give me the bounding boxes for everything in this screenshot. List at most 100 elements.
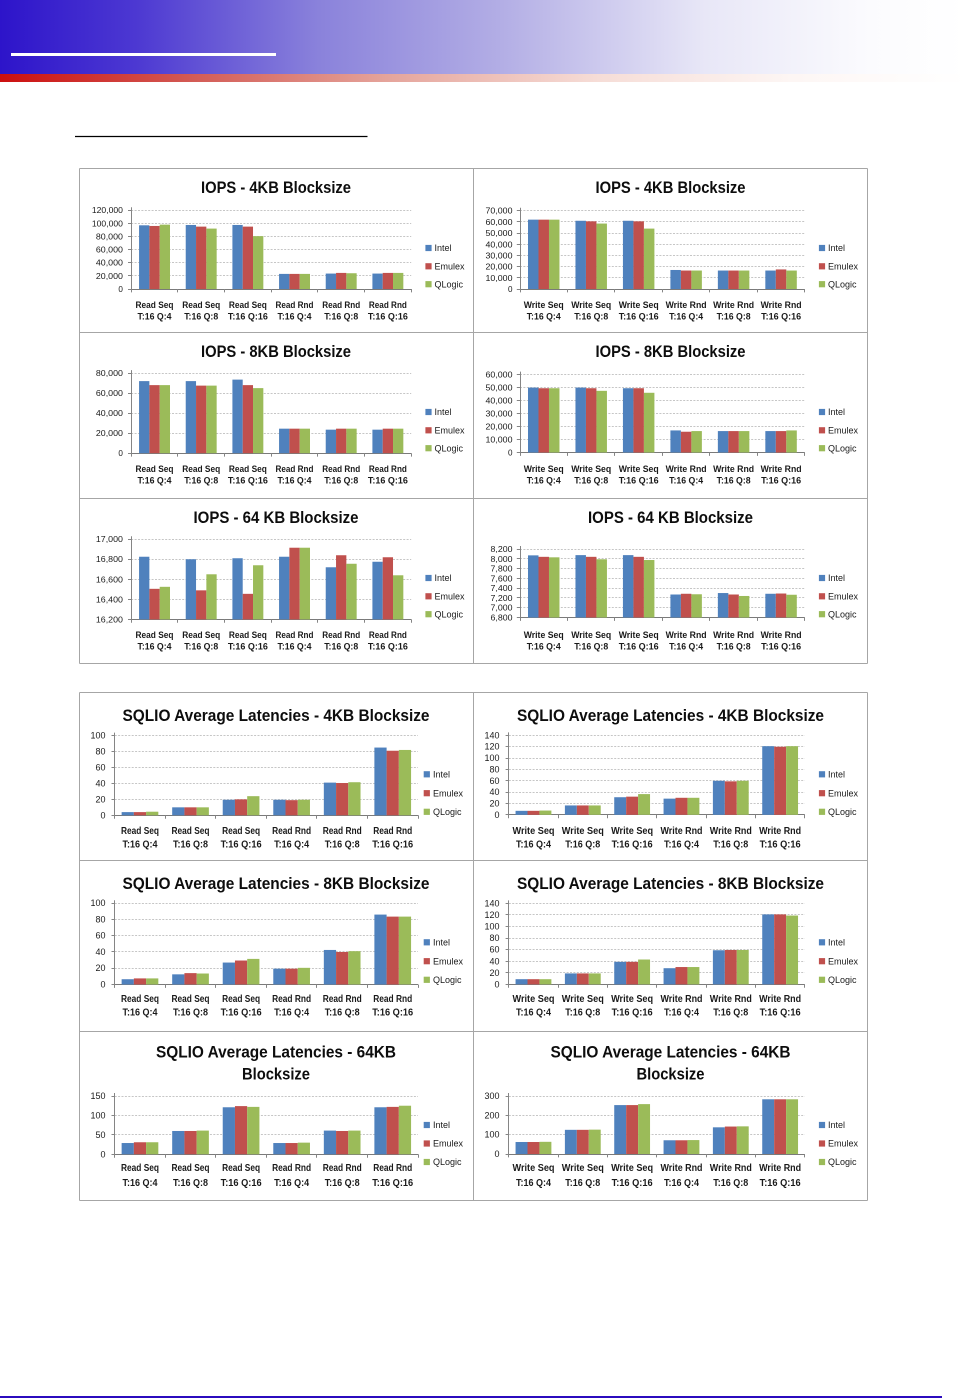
svg-text:Write Rnd: Write Rnd [761, 300, 802, 311]
svg-text:Read Seq: Read Seq [229, 630, 267, 641]
svg-text:Write Seq: Write Seq [571, 300, 611, 311]
svg-text:Intel: Intel [435, 243, 452, 253]
svg-text:Write Seq: Write Seq [571, 630, 611, 641]
svg-text:Write Seq: Write Seq [611, 1163, 653, 1174]
svg-text:10,000: 10,000 [486, 274, 514, 283]
svg-text:Read Rnd: Read Rnd [322, 464, 360, 475]
svg-text:T:16 Q:16: T:16 Q:16 [612, 839, 653, 850]
svg-text:40,000: 40,000 [96, 409, 124, 418]
svg-text:Read Rnd: Read Rnd [276, 630, 314, 641]
svg-text:Read Seq: Read Seq [136, 464, 174, 475]
svg-text:Intel: Intel [435, 407, 452, 417]
svg-text:T:16 Q:8: T:16 Q:8 [325, 1178, 360, 1189]
svg-text:SQLIO Average Latencies - 8KB: SQLIO Average Latencies - 8KB Blocksize [517, 875, 824, 893]
svg-text:SQLIO Average Latencies - 8KB: SQLIO Average Latencies - 8KB Blocksize [123, 875, 430, 893]
svg-text:60: 60 [96, 763, 106, 773]
svg-text:Write Seq: Write Seq [524, 300, 564, 311]
svg-text:100: 100 [91, 898, 106, 908]
svg-text:20,000: 20,000 [486, 423, 514, 432]
svg-text:T:16 Q:16: T:16 Q:16 [619, 476, 659, 487]
svg-text:T:16 Q:4: T:16 Q:4 [274, 1008, 309, 1019]
svg-text:T:16 Q:16: T:16 Q:16 [619, 642, 659, 653]
svg-text:Write Rnd: Write Rnd [666, 300, 707, 311]
svg-text:T:16 Q:16: T:16 Q:16 [368, 312, 408, 323]
svg-text:Read Seq: Read Seq [121, 1163, 159, 1174]
svg-text:Read Rnd: Read Rnd [323, 826, 362, 837]
svg-text:40,000: 40,000 [486, 240, 514, 249]
svg-text:T:16 Q:8: T:16 Q:8 [184, 312, 218, 323]
svg-text:Write Seq: Write Seq [513, 826, 555, 837]
svg-text:Read Seq: Read Seq [172, 1163, 210, 1174]
svg-text:T:16 Q:4: T:16 Q:4 [278, 476, 313, 487]
svg-text:8,200: 8,200 [491, 545, 514, 554]
svg-text:40: 40 [490, 787, 500, 797]
svg-text:40: 40 [96, 778, 106, 788]
svg-text:20: 20 [96, 794, 106, 804]
svg-text:T:16 Q:16: T:16 Q:16 [221, 1178, 262, 1189]
svg-text:140: 140 [485, 730, 500, 740]
svg-text:Write Rnd: Write Rnd [666, 464, 707, 475]
svg-text:Intel: Intel [828, 1120, 845, 1130]
svg-text:0: 0 [494, 810, 499, 820]
svg-text:IOPS - 8KB Blocksize: IOPS - 8KB Blocksize [201, 343, 351, 361]
svg-text:20: 20 [96, 963, 106, 973]
svg-text:Write Seq: Write Seq [513, 994, 555, 1005]
svg-text:Write Rnd: Write Rnd [661, 994, 703, 1005]
svg-text:T:16 Q:8: T:16 Q:8 [574, 476, 608, 487]
svg-text:80: 80 [490, 764, 500, 774]
svg-text:T:16 Q:8: T:16 Q:8 [184, 642, 218, 653]
svg-text:120: 120 [485, 742, 500, 752]
svg-text:T:16 Q:16: T:16 Q:16 [612, 1178, 653, 1189]
svg-text:10,000: 10,000 [486, 436, 514, 445]
svg-text:Read Seq: Read Seq [229, 300, 267, 311]
svg-text:QLogic: QLogic [433, 1157, 462, 1167]
svg-text:T:16 Q:16: T:16 Q:16 [612, 1008, 653, 1019]
svg-text:T:16 Q:4: T:16 Q:4 [669, 642, 704, 653]
svg-text:Intel: Intel [435, 573, 452, 583]
svg-text:T:16 Q:4: T:16 Q:4 [669, 476, 704, 487]
svg-text:T:16 Q:8: T:16 Q:8 [184, 476, 218, 487]
svg-text:Read Rnd: Read Rnd [272, 826, 311, 837]
svg-text:T:16 Q:8: T:16 Q:8 [717, 476, 751, 487]
svg-text:17,000: 17,000 [96, 535, 124, 544]
svg-text:T:16 Q:4: T:16 Q:4 [664, 839, 699, 850]
svg-text:T:16 Q:4: T:16 Q:4 [274, 839, 309, 850]
svg-text:Read Rnd: Read Rnd [373, 826, 412, 837]
svg-text:T:16 Q:4: T:16 Q:4 [278, 312, 313, 323]
svg-text:SQLIO Average Latencies - 64KB: SQLIO Average Latencies - 64KB [156, 1044, 396, 1062]
svg-text:Write Rnd: Write Rnd [661, 1163, 703, 1174]
svg-text:Write Rnd: Write Rnd [666, 630, 707, 641]
svg-text:60,000: 60,000 [96, 246, 124, 255]
svg-text:0: 0 [100, 1149, 105, 1159]
svg-text:60,000: 60,000 [486, 371, 514, 380]
svg-text:50: 50 [96, 1130, 106, 1140]
svg-text:Emulex: Emulex [828, 426, 859, 436]
svg-text:Read Seq: Read Seq [136, 300, 174, 311]
svg-text:Write Seq: Write Seq [619, 300, 659, 311]
svg-text:0: 0 [494, 1149, 499, 1159]
svg-text:100,000: 100,000 [92, 219, 124, 228]
svg-text:150: 150 [91, 1091, 106, 1101]
svg-text:Read Rnd: Read Rnd [276, 300, 314, 311]
svg-text:QLogic: QLogic [435, 609, 464, 619]
svg-text:Write Seq: Write Seq [524, 630, 564, 641]
svg-text:Intel: Intel [433, 1120, 450, 1130]
svg-text:60,000: 60,000 [486, 218, 514, 227]
svg-text:30,000: 30,000 [486, 410, 514, 419]
svg-text:T:16 Q:16: T:16 Q:16 [228, 642, 268, 653]
svg-text:IOPS - 64 KB Blocksize: IOPS - 64 KB Blocksize [194, 509, 359, 527]
svg-text:Write Seq: Write Seq [524, 464, 564, 475]
svg-text:Read Rnd: Read Rnd [369, 630, 407, 641]
svg-text:QLogic: QLogic [433, 807, 462, 817]
svg-text:T:16 Q:4: T:16 Q:4 [123, 1008, 158, 1019]
svg-text:60: 60 [490, 945, 500, 955]
svg-text:16,600: 16,600 [96, 575, 124, 584]
svg-text:Read Seq: Read Seq [229, 464, 267, 475]
svg-text:40,000: 40,000 [96, 259, 124, 268]
svg-text:Write Rnd: Write Rnd [759, 826, 801, 837]
svg-text:T:16 Q:8: T:16 Q:8 [173, 1178, 208, 1189]
svg-text:Write Rnd: Write Rnd [761, 630, 802, 641]
svg-text:Intel: Intel [828, 770, 845, 780]
svg-text:QLogic: QLogic [435, 279, 464, 289]
svg-text:Read Seq: Read Seq [136, 630, 174, 641]
